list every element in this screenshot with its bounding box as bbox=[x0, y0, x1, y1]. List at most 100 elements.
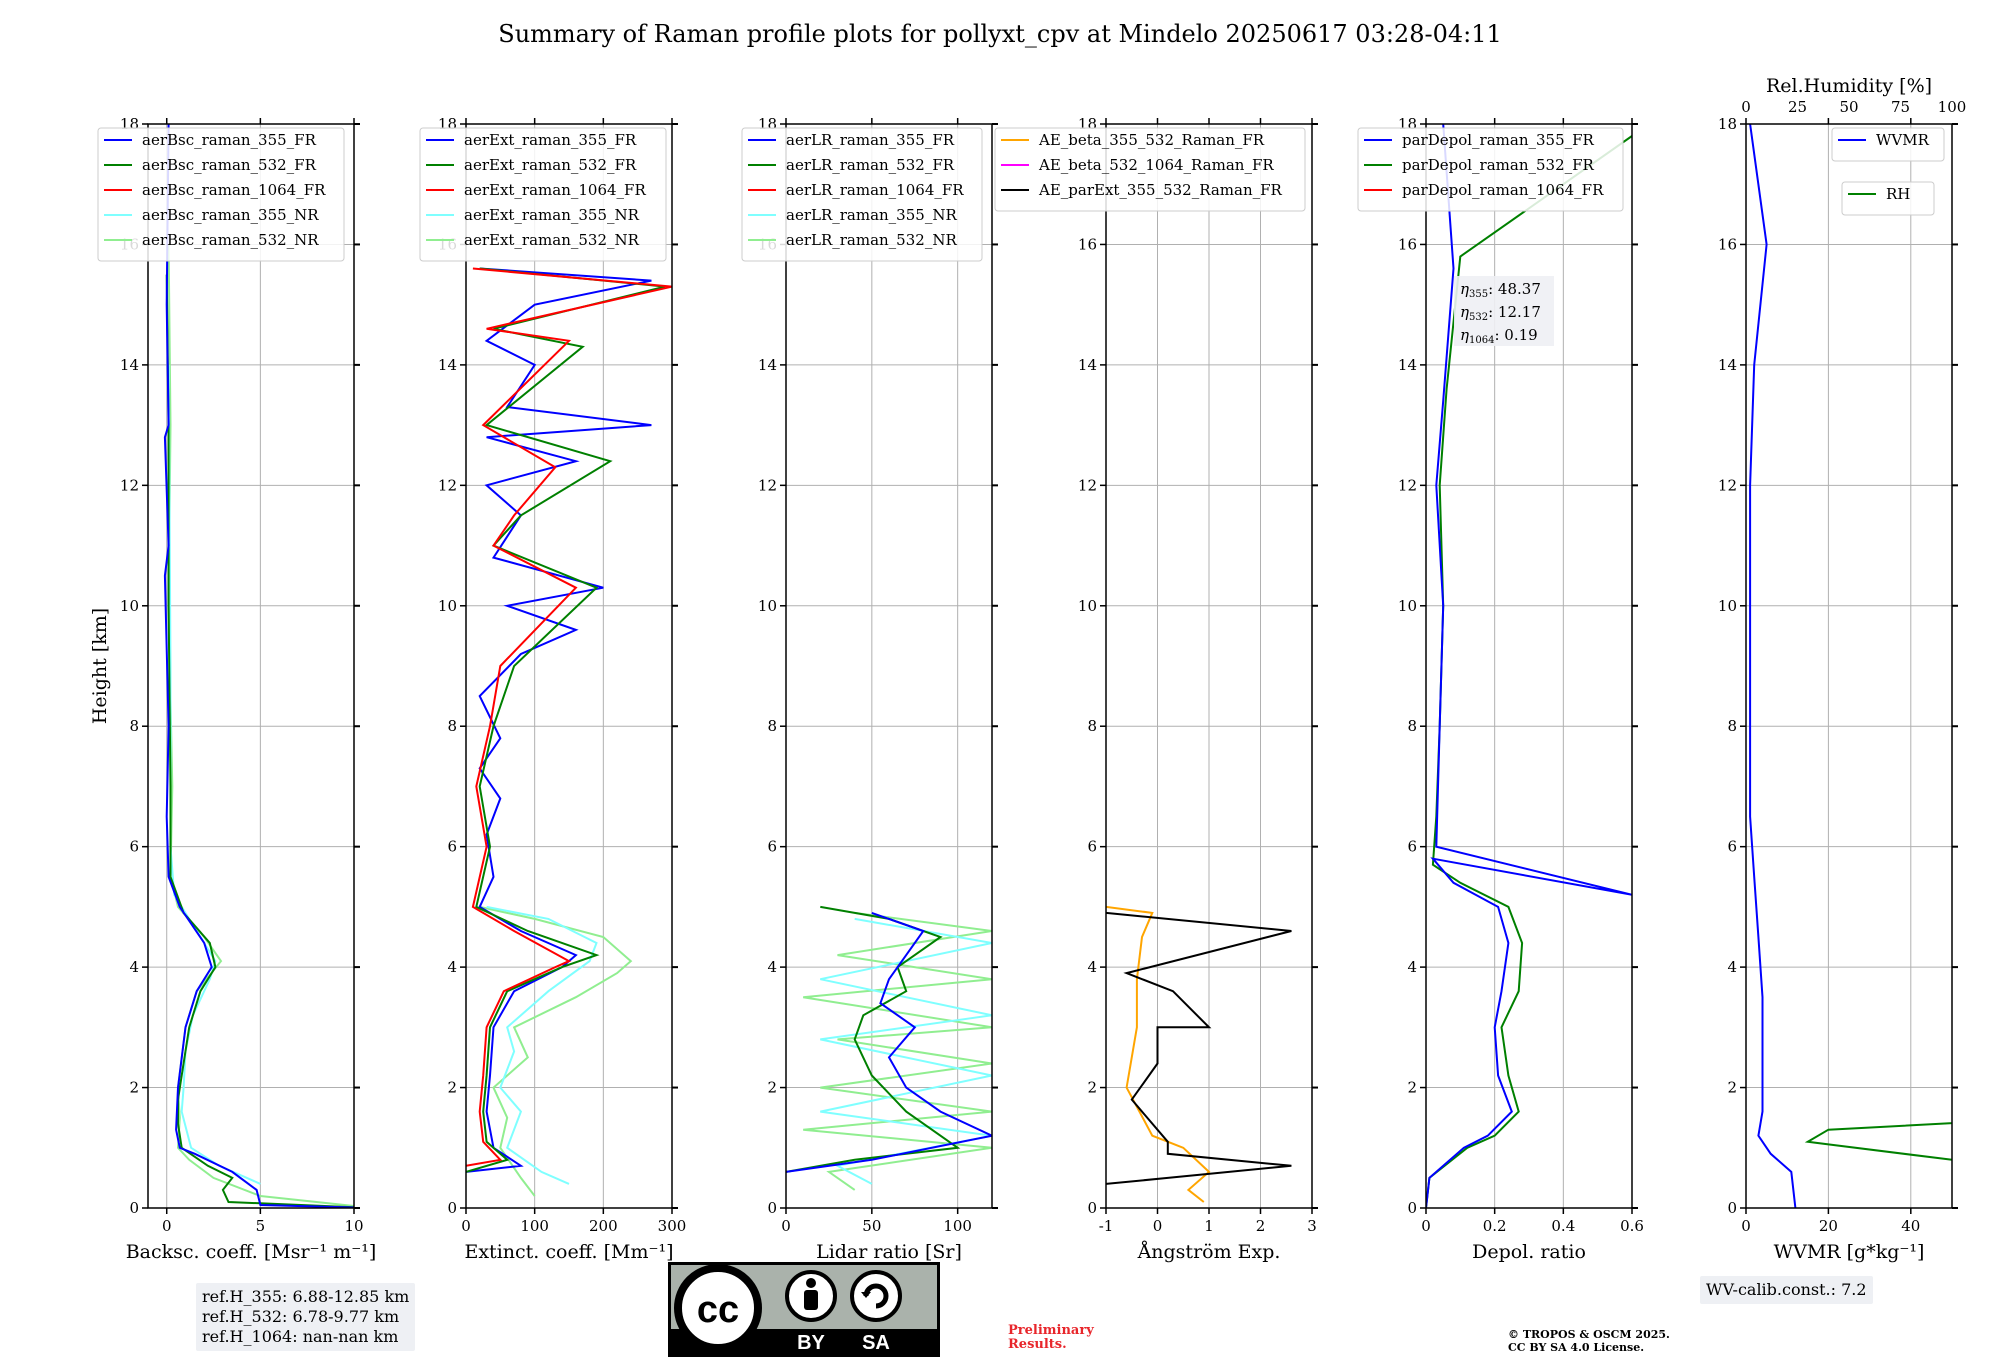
series-line-aerExt_raman_355_NR bbox=[486, 905, 598, 1185]
series-line-aerExt_raman_532_FR bbox=[466, 267, 666, 1173]
eta-symbol: η bbox=[1460, 303, 1469, 321]
x-axis-label: WVMR [g*kg⁻¹] bbox=[1774, 1241, 1925, 1263]
y-tick-label: 0 bbox=[447, 1199, 457, 1217]
series-line-aerLR_raman_355_FR bbox=[786, 911, 992, 1173]
x-tick-label: 0 bbox=[1421, 1217, 1431, 1235]
legend-label: aerBsc_raman_355_NR bbox=[142, 206, 319, 224]
y-tick-label: 6 bbox=[129, 838, 139, 856]
series-line-aerLR_raman_355_NR bbox=[820, 917, 992, 1185]
x-tick-label: 40 bbox=[1901, 1217, 1920, 1235]
x-tick-label: 50 bbox=[862, 1217, 881, 1235]
y-tick-label: 12 bbox=[1078, 476, 1097, 494]
axes-frame bbox=[465, 123, 673, 1209]
y-tick-label: 16 bbox=[1718, 235, 1737, 253]
series-line-aerBsc_raman_532_FR bbox=[165, 274, 354, 1208]
y-tick-label: 6 bbox=[1727, 838, 1737, 856]
y-tick-label: 4 bbox=[1407, 958, 1417, 976]
x-tick-label: 5 bbox=[256, 1217, 266, 1235]
y-tick-label: 0 bbox=[1727, 1199, 1737, 1217]
x-tick-label: 0 bbox=[1741, 1217, 1751, 1235]
y-tick-label: 14 bbox=[438, 356, 457, 374]
x-tick-label: 0 bbox=[781, 1217, 791, 1235]
y-tick-label: 8 bbox=[767, 717, 777, 735]
x-tick-label: 100 bbox=[943, 1217, 972, 1235]
x-tick-label: 20 bbox=[1819, 1217, 1838, 1235]
eta-number: : 48.37 bbox=[1488, 280, 1541, 298]
legend-label: aerBsc_raman_532_FR bbox=[142, 156, 317, 174]
y-tick-label: 10 bbox=[438, 597, 457, 615]
y-tick-label: 12 bbox=[438, 476, 457, 494]
cc-logo-text: cc bbox=[697, 1289, 739, 1331]
legend-box bbox=[97, 127, 345, 262]
legend-label: AE_parExt_355_532_Raman_FR bbox=[1038, 181, 1283, 199]
copyright-line-2: CC BY SA 4.0 License. bbox=[1508, 1341, 1645, 1354]
y-tick-label: 8 bbox=[447, 717, 457, 735]
x-tick-label: 1 bbox=[1204, 1217, 1214, 1235]
panel-bsc: 0246810121416180510Backsc. coeff. [Msr⁻¹… bbox=[97, 115, 376, 1263]
y-tick-label: 0 bbox=[129, 1199, 139, 1217]
eta-subscript: 1064 bbox=[1469, 335, 1494, 346]
x-tick-label: -1 bbox=[1099, 1217, 1114, 1235]
series-line-AE_beta_355_532_Raman_FR bbox=[1106, 905, 1211, 1203]
legend: aerBsc_raman_355_FR aerBsc_raman_532_FRae… bbox=[97, 127, 345, 262]
legend: parDepol_raman_355_FR parDepol_raman_532_… bbox=[1357, 127, 1624, 212]
legend: aerLR_raman_355_FR aerLR_raman_532_FR aerL… bbox=[741, 127, 983, 262]
preliminary-line-1: Preliminary bbox=[1008, 1323, 1094, 1338]
panel-ext: 0246810121416180100200300Extinct. coeff.… bbox=[419, 115, 686, 1263]
ref-height-532: ref.H_532: 6.78-9.77 km bbox=[202, 1307, 400, 1326]
y-tick-label: 8 bbox=[1087, 717, 1097, 735]
x-tick-label: 3 bbox=[1307, 1217, 1317, 1235]
y-tick-label: 4 bbox=[129, 958, 139, 976]
legend-label: aerExt_raman_1064_FR bbox=[464, 181, 646, 199]
series-line-aerExt_raman_355_FR bbox=[466, 267, 652, 1173]
preliminary-line-2: Results. bbox=[1008, 1337, 1067, 1352]
x-tick-label: 2 bbox=[1256, 1217, 1266, 1235]
sa-label: SA bbox=[862, 1332, 890, 1354]
y-tick-label: 10 bbox=[1078, 597, 1097, 615]
legend-label: parDepol_raman_355_FR bbox=[1402, 131, 1595, 149]
reference-heights-box: ref.H_355: 6.88-12.85 km ref.H_532: 6.78… bbox=[196, 1283, 416, 1351]
y-tick-label: 10 bbox=[758, 597, 777, 615]
figure-title: Summary of Raman profile plots for polly… bbox=[498, 20, 1502, 48]
legend-label: aerLR_raman_532_NR bbox=[786, 231, 957, 249]
series-group bbox=[786, 905, 992, 1191]
y-tick-label: 8 bbox=[1407, 717, 1417, 735]
series-group bbox=[163, 124, 354, 1208]
series-line-aerLR_raman_532_FR bbox=[786, 905, 961, 1173]
series-line-parDepol_raman_532_FR bbox=[1426, 135, 1632, 1208]
y-tick-label: 8 bbox=[1727, 717, 1737, 735]
top-axis-label: Rel.Humidity [%] bbox=[1766, 75, 1932, 97]
legend-label: aerExt_raman_355_FR bbox=[464, 131, 637, 149]
top-tick-label: 75 bbox=[1891, 98, 1910, 116]
legend-box bbox=[1357, 127, 1624, 212]
y-tick-label: 14 bbox=[1718, 356, 1737, 374]
preliminary-results-note: Preliminary Results. bbox=[1008, 1324, 1094, 1352]
legend-label: AE_beta_532_1064_Raman_FR bbox=[1038, 156, 1274, 174]
series-group bbox=[1106, 905, 1292, 1203]
series-line-aerExt_raman_1064_FR bbox=[466, 267, 672, 1167]
y-tick-label: 0 bbox=[1407, 1199, 1417, 1217]
eta-symbol: η bbox=[1460, 326, 1469, 344]
legend: aerExt_raman_355_FR aerExt_raman_532_FRae… bbox=[419, 127, 667, 262]
x-tick-label: 0 bbox=[162, 1217, 172, 1235]
panel-lr: 024681012141618050100Lidar ratio [Sr]aer… bbox=[741, 115, 998, 1263]
legend-box bbox=[1831, 127, 1945, 162]
legend-label: aerBsc_raman_532_NR bbox=[142, 231, 319, 249]
series-line-aerExt_raman_532_NR bbox=[479, 905, 633, 1197]
series-line-aerBsc_raman_355_NR bbox=[167, 364, 261, 1185]
cc-by-sa-license-badge: cc BY SA bbox=[668, 1262, 940, 1357]
x-tick-label: 0.6 bbox=[1620, 1217, 1644, 1235]
y-tick-label: 12 bbox=[120, 476, 139, 494]
axes-frame bbox=[1425, 123, 1633, 1209]
y-tick-label: 4 bbox=[1727, 958, 1737, 976]
x-tick-label: 0.4 bbox=[1551, 1217, 1575, 1235]
y-tick-label: 16 bbox=[1398, 235, 1417, 253]
legend-label: aerBsc_raman_355_FR bbox=[142, 131, 317, 149]
y-tick-label: 2 bbox=[447, 1079, 457, 1097]
y-tick-label: 12 bbox=[1398, 476, 1417, 494]
x-axis-label: Ångström Exp. bbox=[1137, 1241, 1281, 1263]
legend-label: aerLR_raman_1064_FR bbox=[786, 181, 964, 199]
annotation-box bbox=[1454, 276, 1554, 346]
